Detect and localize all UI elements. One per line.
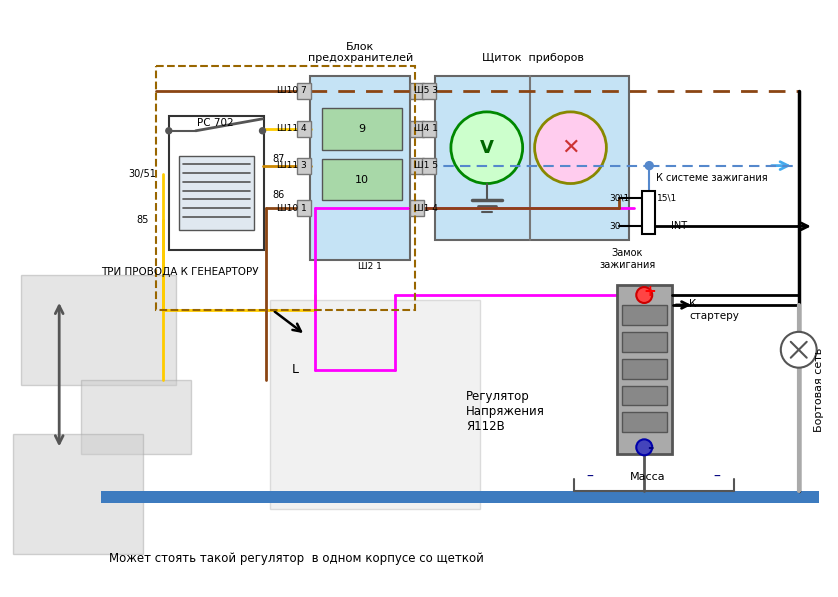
Text: РС 702: РС 702 xyxy=(198,118,234,128)
Text: Замок
зажигания: Замок зажигания xyxy=(599,248,655,270)
Text: +: + xyxy=(644,284,657,298)
Bar xyxy=(623,305,667,325)
Bar xyxy=(435,76,629,240)
Text: Ш5 3: Ш5 3 xyxy=(414,87,438,96)
Text: Ш11 3: Ш11 3 xyxy=(277,161,307,170)
Bar xyxy=(623,386,667,405)
Text: Ш1 5: Ш1 5 xyxy=(414,161,438,170)
Bar xyxy=(81,380,191,454)
Text: -: - xyxy=(647,440,654,455)
Text: ТРИ ПРОВОДА К ГЕНЕАРТОРУ: ТРИ ПРОВОДА К ГЕНЕАРТОРУ xyxy=(101,267,259,277)
Bar xyxy=(323,108,402,150)
Bar xyxy=(323,159,402,201)
Text: Ш4 1: Ш4 1 xyxy=(414,124,438,133)
Circle shape xyxy=(636,287,652,303)
Bar xyxy=(21,275,176,384)
Text: 9: 9 xyxy=(359,124,365,134)
Bar xyxy=(310,76,410,260)
Bar xyxy=(271,300,480,509)
Text: 30: 30 xyxy=(609,222,621,231)
Bar xyxy=(297,121,312,137)
Text: Ш2 1: Ш2 1 xyxy=(358,262,382,271)
Text: V: V xyxy=(480,139,494,156)
Text: Может стоять такой регулятор  в одном корпусе со щеткой: Может стоять такой регулятор в одном кор… xyxy=(109,552,484,565)
Bar xyxy=(168,116,263,250)
Text: Ш1 4: Ш1 4 xyxy=(414,204,438,213)
Circle shape xyxy=(166,128,172,134)
Text: 85: 85 xyxy=(137,216,149,225)
Bar xyxy=(101,491,819,503)
Bar xyxy=(410,83,424,99)
Circle shape xyxy=(781,332,817,368)
Text: 15\1: 15\1 xyxy=(657,194,677,203)
Text: Ш11 4: Ш11 4 xyxy=(277,124,307,133)
Text: Ш10 7: Ш10 7 xyxy=(277,87,307,96)
Bar xyxy=(618,285,672,454)
Bar xyxy=(623,359,667,378)
Text: ✕: ✕ xyxy=(561,138,580,158)
Text: Блок
предохранителей: Блок предохранителей xyxy=(308,42,413,63)
Text: Ш10 1: Ш10 1 xyxy=(277,204,307,213)
Bar xyxy=(623,332,667,352)
Text: INT: INT xyxy=(671,221,687,231)
Text: Регулятор
Напряжения
Я112В: Регулятор Напряжения Я112В xyxy=(466,390,545,433)
Bar xyxy=(297,201,312,216)
Bar xyxy=(623,413,667,432)
Bar xyxy=(297,158,312,174)
Text: Масса: Масса xyxy=(629,472,665,482)
Text: 87: 87 xyxy=(272,153,285,164)
Bar xyxy=(642,190,655,234)
Text: К системе зажигания: К системе зажигания xyxy=(656,173,768,183)
Bar xyxy=(297,83,312,99)
Text: Бортовая сеть: Бортовая сеть xyxy=(814,347,824,432)
Text: К
стартеру: К стартеру xyxy=(689,299,739,321)
Bar xyxy=(410,121,424,137)
Circle shape xyxy=(535,112,607,183)
Circle shape xyxy=(451,112,523,183)
Bar xyxy=(422,158,436,174)
Text: Щиток  приборов: Щиток приборов xyxy=(482,53,583,63)
Text: L: L xyxy=(292,363,299,376)
Text: 30/51: 30/51 xyxy=(128,168,156,179)
Bar xyxy=(422,121,436,137)
Bar xyxy=(156,66,415,310)
Bar xyxy=(410,158,424,174)
Bar xyxy=(178,156,254,230)
Text: 30\1: 30\1 xyxy=(609,194,629,203)
Bar xyxy=(422,83,436,99)
Text: –: – xyxy=(586,470,592,484)
Text: 10: 10 xyxy=(355,174,370,184)
Text: –: – xyxy=(714,470,721,484)
Circle shape xyxy=(260,128,266,134)
Text: 86: 86 xyxy=(272,190,285,201)
Circle shape xyxy=(636,439,652,456)
Bar xyxy=(410,201,424,216)
Circle shape xyxy=(645,162,654,170)
Bar xyxy=(13,435,143,554)
